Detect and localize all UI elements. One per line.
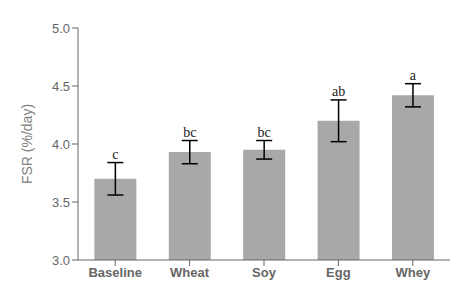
svg-text:3.0: 3.0 <box>52 253 70 268</box>
svg-text:c: c <box>112 147 118 162</box>
svg-text:5.0: 5.0 <box>52 21 70 36</box>
svg-text:FSR (%/day): FSR (%/day) <box>19 104 35 184</box>
svg-text:Wheat: Wheat <box>170 265 210 280</box>
svg-text:Egg: Egg <box>326 265 351 280</box>
svg-text:Soy: Soy <box>252 265 277 280</box>
svg-text:bc: bc <box>258 125 271 140</box>
svg-text:3.5: 3.5 <box>52 195 70 210</box>
svg-text:bc: bc <box>183 125 196 140</box>
svg-text:Baseline: Baseline <box>88 265 141 280</box>
svg-text:4.0: 4.0 <box>52 137 70 152</box>
svg-text:4.5: 4.5 <box>52 79 70 94</box>
svg-text:a: a <box>410 68 417 83</box>
svg-text:ab: ab <box>332 84 345 99</box>
svg-text:Whey: Whey <box>395 265 430 280</box>
